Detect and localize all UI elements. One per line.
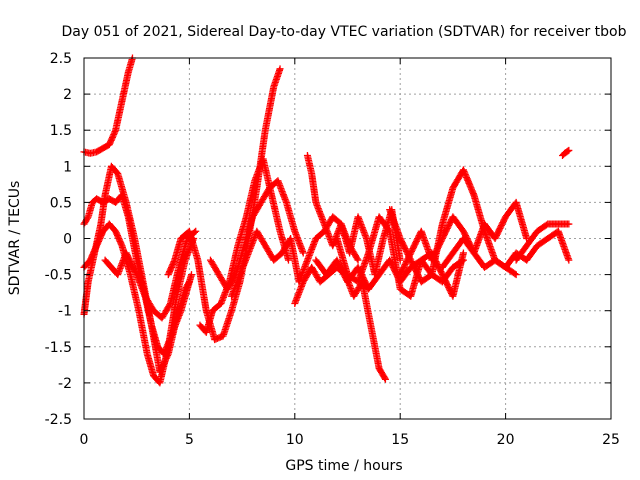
data-point <box>511 270 519 278</box>
series-track-9 <box>228 213 362 300</box>
y-tick-label: -2 <box>58 376 72 392</box>
series-track-17 <box>512 220 573 264</box>
data-series <box>80 54 573 387</box>
x-axis-label: GPS time / hours <box>285 458 402 474</box>
data-point <box>132 269 140 277</box>
data-point <box>565 256 573 264</box>
x-tick-label: 5 <box>185 432 194 448</box>
y-tick-labels: -2.5 -2 -1.5 -1 -0.5 0 0.5 1 1.5 2 2.5 <box>45 51 72 428</box>
data-point <box>185 278 193 286</box>
y-tick-label: -0.5 <box>45 268 72 284</box>
series-track-8 <box>206 177 307 293</box>
series-track-4 <box>80 220 198 387</box>
y-tick-label: 0.5 <box>50 195 72 211</box>
y-tick-label: 2.5 <box>50 51 72 67</box>
y-axis-label: SDTVAR / TECUs <box>7 181 23 296</box>
data-point <box>381 375 389 383</box>
data-point <box>353 255 361 263</box>
data-point <box>83 214 91 222</box>
x-tick-label: 0 <box>80 432 89 448</box>
series-track-5 <box>101 227 200 322</box>
x-tick-label: 15 <box>391 432 409 448</box>
data-point <box>564 147 572 155</box>
data-point <box>188 271 196 279</box>
data-point <box>396 256 404 264</box>
x-tick-label: 25 <box>602 432 620 448</box>
data-point <box>565 146 573 154</box>
x-tick-label: 10 <box>286 432 304 448</box>
chart-title: Day 051 of 2021, Sidereal Day-to-day VTE… <box>61 24 626 40</box>
data-point <box>185 279 193 287</box>
axis-ticks <box>83 57 612 420</box>
series-track-11 <box>303 151 404 279</box>
y-tick-label: -1 <box>58 304 72 320</box>
data-point <box>459 249 467 257</box>
series-track-18 <box>559 146 573 159</box>
data-point <box>276 65 284 73</box>
data-point <box>512 271 520 279</box>
series-track-1 <box>80 54 136 157</box>
data-point <box>354 256 362 264</box>
data-point <box>284 256 292 264</box>
y-tick-label: 0 <box>63 232 72 248</box>
y-tick-label: -2.5 <box>45 412 72 428</box>
y-tick-label: 2 <box>63 87 72 103</box>
data-point <box>166 301 174 309</box>
data-point <box>565 220 573 228</box>
y-tick-label: 1.5 <box>50 123 72 139</box>
x-tick-labels: 0 5 10 15 20 25 <box>80 432 620 448</box>
y-tick-label: 1 <box>63 159 72 175</box>
y-tick-label: -1.5 <box>45 340 72 356</box>
data-point <box>381 374 389 382</box>
data-point <box>299 249 307 257</box>
data-point <box>192 227 200 235</box>
x-tick-label: 20 <box>497 432 515 448</box>
